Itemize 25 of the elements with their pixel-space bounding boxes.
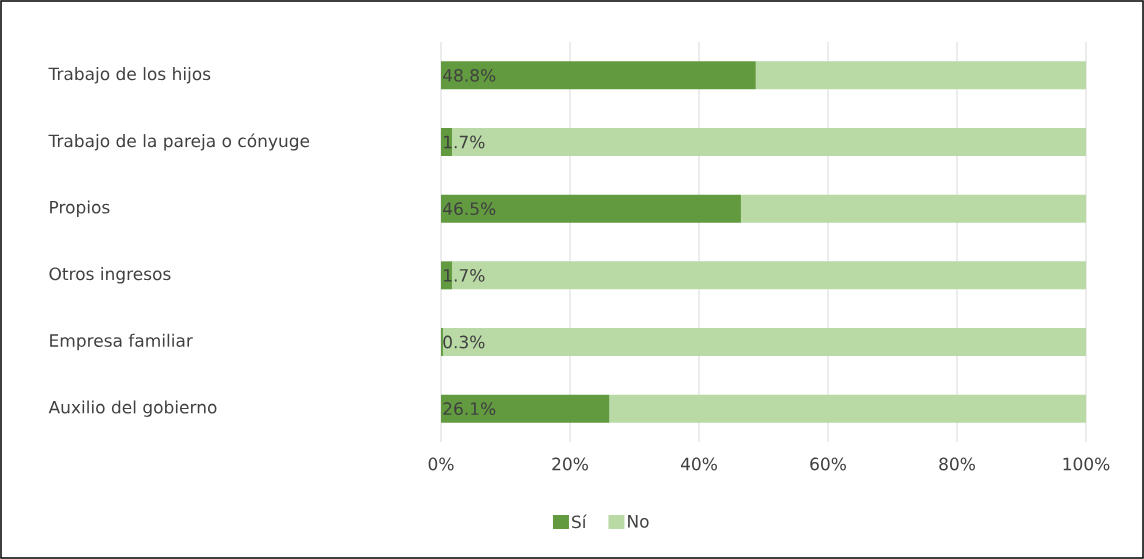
legend-label: Sí	[572, 514, 587, 529]
x-tick-label: 80%	[939, 457, 975, 471]
bar	[441, 194, 741, 223]
x-tick-label: 60%	[810, 457, 846, 471]
y-tick-label: Otros ingresos	[49, 267, 171, 284]
bar	[441, 61, 756, 90]
data-label: 0.3%	[443, 335, 485, 349]
data-label: 46.5%	[443, 202, 496, 216]
legend-label: No	[628, 515, 649, 528]
y-tick-label: Propios	[50, 200, 110, 217]
x-tick-label: 0%	[428, 457, 454, 471]
bar	[442, 328, 1087, 356]
bar	[441, 394, 610, 423]
x-tick-label: 40%	[680, 457, 717, 471]
x-tick-label: 100%	[1063, 457, 1110, 471]
y-tick-label: Empresa familiar	[50, 333, 193, 351]
y-tick-label: Trabajo de los hijos	[48, 67, 211, 84]
data-label: 48.8%	[443, 68, 496, 82]
y-tick-label: Auxilio del gobierno	[48, 400, 217, 417]
y-tick-label: Trabajo de la pareja o cónyuge	[48, 133, 310, 151]
bar	[740, 194, 1087, 223]
data-label: 26.1%	[443, 402, 496, 416]
bar	[755, 61, 1087, 90]
bar	[609, 394, 1087, 423]
x-tick-label: 20%	[552, 457, 588, 471]
